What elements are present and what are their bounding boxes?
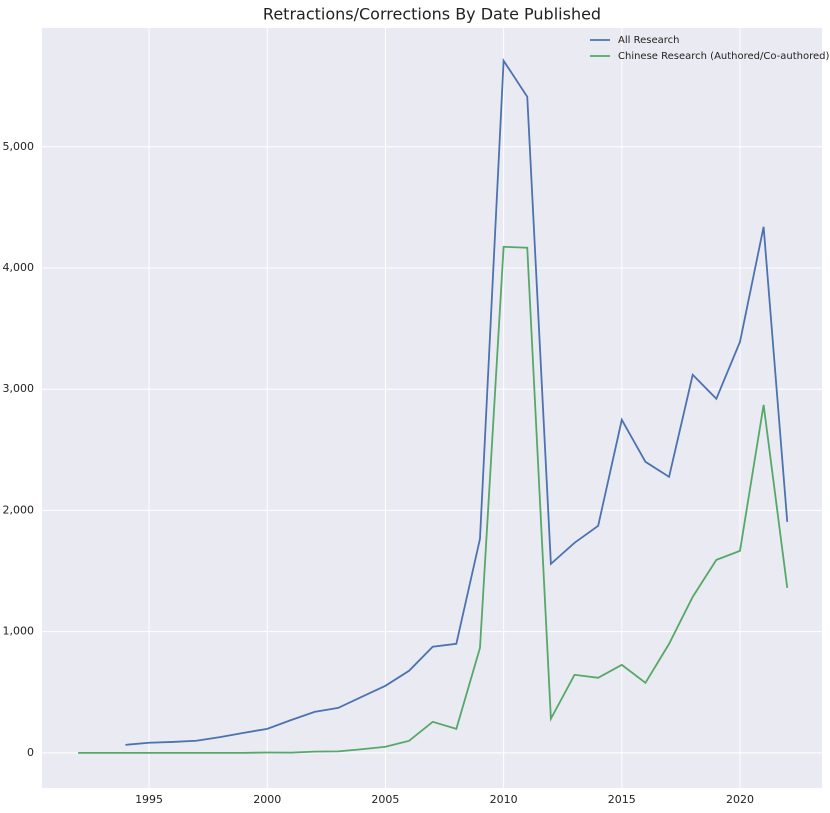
plot-area	[42, 28, 822, 788]
series-line	[125, 57, 789, 746]
y-tick-label: 3,000	[3, 382, 35, 395]
y-tick-label: 1,000	[3, 625, 35, 638]
y-tick-label: 0	[27, 746, 34, 759]
x-tick-label: 2015	[608, 793, 636, 806]
x-tick-label: 2010	[490, 793, 518, 806]
x-tick-label: 2005	[371, 793, 399, 806]
legend-label: All Research	[618, 35, 679, 46]
legend-label: Chinese Research (Authored/Co-authored)	[618, 51, 830, 62]
x-tick-label: 2020	[726, 793, 754, 806]
x-tick-label: 2000	[253, 793, 281, 806]
chart-title: Retractions/Corrections By Date Publishe…	[263, 5, 601, 24]
series-line	[78, 245, 789, 754]
y-tick-label: 5,000	[3, 140, 35, 153]
x-tick-label: 1995	[135, 793, 163, 806]
y-tick-label: 4,000	[3, 261, 35, 274]
y-tick-label: 2,000	[3, 503, 35, 516]
